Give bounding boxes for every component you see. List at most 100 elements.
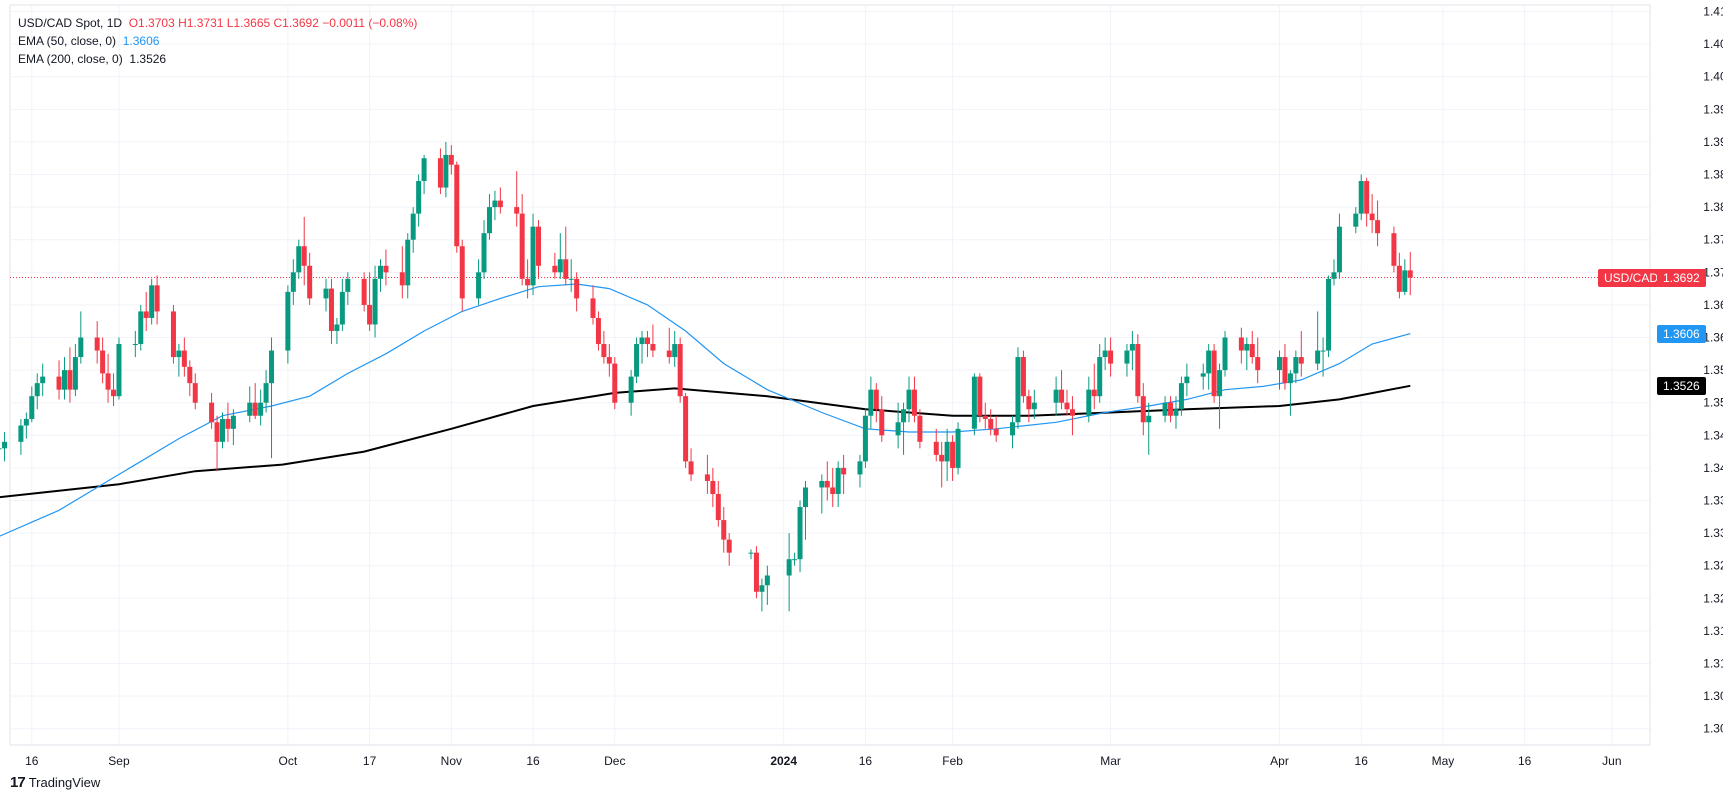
candle-body bbox=[334, 324, 340, 331]
candle-body bbox=[519, 213, 525, 279]
candle-body bbox=[258, 402, 264, 416]
legend-symbol[interactable]: USD/CAD Spot, 1D bbox=[18, 16, 123, 30]
candle-body bbox=[263, 383, 269, 403]
candle-body bbox=[100, 350, 106, 374]
candle-body bbox=[138, 311, 144, 345]
candle-body bbox=[639, 337, 645, 345]
candle-body bbox=[1375, 220, 1381, 234]
candle-body bbox=[296, 246, 302, 273]
candle-body bbox=[1358, 181, 1364, 214]
y-tick-label: 1.3650 bbox=[1703, 298, 1723, 312]
y-tick-label: 1.4000 bbox=[1703, 70, 1723, 84]
candle-body bbox=[601, 344, 607, 358]
candle-body bbox=[721, 520, 727, 540]
candle-body bbox=[154, 285, 160, 312]
candle-body bbox=[252, 402, 258, 416]
x-tick-label: May bbox=[1432, 754, 1455, 768]
candle-body bbox=[497, 200, 503, 208]
x-tick-label: 16 bbox=[526, 754, 540, 768]
candle-body bbox=[971, 376, 977, 429]
y-tick-label: 1.3000 bbox=[1703, 722, 1723, 736]
candle-body bbox=[1320, 350, 1326, 352]
candle-body bbox=[285, 291, 291, 351]
x-tick-label: 2024 bbox=[770, 754, 797, 768]
legend-ema50-value: 1.3606 bbox=[122, 34, 160, 48]
candle-body bbox=[290, 272, 296, 292]
candle-body bbox=[416, 181, 422, 214]
candle-body bbox=[895, 422, 901, 436]
candle-body bbox=[1124, 350, 1130, 364]
legend-ema50-label[interactable]: EMA (50, close, 0) bbox=[18, 34, 117, 48]
legend-row-ema50: EMA (50, close, 0) 1.3606 bbox=[18, 32, 417, 50]
candle-body bbox=[247, 402, 253, 416]
candle-body bbox=[835, 467, 841, 494]
candle-body bbox=[950, 441, 956, 468]
candle-body bbox=[1402, 270, 1408, 292]
candle-body bbox=[377, 265, 383, 279]
candle-body bbox=[410, 213, 416, 240]
grid-lines bbox=[9, 4, 1651, 746]
ema-line bbox=[0, 283, 1411, 537]
candle-body bbox=[18, 425, 24, 442]
candle-body bbox=[764, 575, 770, 586]
x-tick-label: 16 bbox=[25, 754, 39, 768]
candle-body bbox=[23, 419, 29, 426]
candle-body bbox=[1244, 344, 1250, 351]
x-tick-label: Jun bbox=[1602, 754, 1621, 768]
x-tick-label: Feb bbox=[942, 754, 963, 768]
candle-body bbox=[868, 389, 874, 416]
candle-body bbox=[1277, 357, 1283, 371]
y-tick-label: 1.3600 bbox=[1703, 331, 1723, 345]
x-tick-label: Sep bbox=[108, 754, 130, 768]
candle-body bbox=[666, 350, 672, 358]
candle-body bbox=[1353, 213, 1359, 227]
candle-body bbox=[225, 419, 231, 429]
candle-body bbox=[399, 272, 405, 286]
candle-body bbox=[328, 288, 334, 331]
candle-body bbox=[857, 461, 863, 475]
candles-series bbox=[0, 141, 1413, 612]
candle-body bbox=[1217, 370, 1223, 397]
candle-body bbox=[595, 317, 601, 345]
symbol-price-badge: 1.3692 bbox=[1657, 268, 1706, 287]
candle-body bbox=[982, 415, 988, 420]
candle-body bbox=[94, 337, 100, 351]
candle-body bbox=[219, 419, 225, 442]
candle-body bbox=[748, 552, 754, 554]
x-tick-label: 16 bbox=[1355, 754, 1369, 768]
candle-body bbox=[944, 441, 950, 462]
x-axis: 16 Sep Oct 17 Nov 16 Dec 2024 16 Feb Mar Apr 16 May 16… bbox=[10, 744, 1650, 768]
x-tick-label: 17 bbox=[363, 754, 377, 768]
legend-ema200-label[interactable]: EMA (200, close, 0) bbox=[18, 52, 123, 66]
candle-body bbox=[688, 461, 694, 475]
candle-body bbox=[563, 259, 569, 279]
y-tick-label: 1.3850 bbox=[1703, 168, 1723, 182]
candle-body bbox=[1069, 409, 1075, 416]
candle-body bbox=[1108, 350, 1114, 364]
candle-body bbox=[726, 539, 732, 553]
candle-body bbox=[568, 278, 574, 280]
candle-body bbox=[301, 246, 307, 266]
candle-body bbox=[1178, 383, 1184, 410]
candle-body bbox=[323, 288, 329, 299]
candle-body bbox=[181, 350, 187, 367]
candle-body bbox=[1015, 357, 1021, 423]
candle-body bbox=[704, 474, 710, 481]
candle-body bbox=[993, 428, 999, 436]
candle-body bbox=[1222, 337, 1228, 371]
candle-body bbox=[1053, 389, 1059, 403]
candle-body bbox=[879, 409, 885, 436]
candle-body bbox=[176, 350, 182, 358]
candle-body bbox=[1059, 389, 1065, 403]
candle-body bbox=[824, 480, 830, 488]
y-tick-label: 1.3950 bbox=[1703, 102, 1723, 116]
candle-body bbox=[797, 507, 803, 560]
candle-body bbox=[1364, 181, 1370, 214]
candle-body bbox=[644, 337, 650, 345]
tradingview-brand[interactable]: 17 TradingView bbox=[10, 774, 100, 791]
y-tick-label: 1.3750 bbox=[1703, 233, 1723, 247]
candle-body bbox=[1255, 357, 1261, 371]
candle-body bbox=[1391, 233, 1397, 266]
candle-body bbox=[977, 376, 983, 416]
